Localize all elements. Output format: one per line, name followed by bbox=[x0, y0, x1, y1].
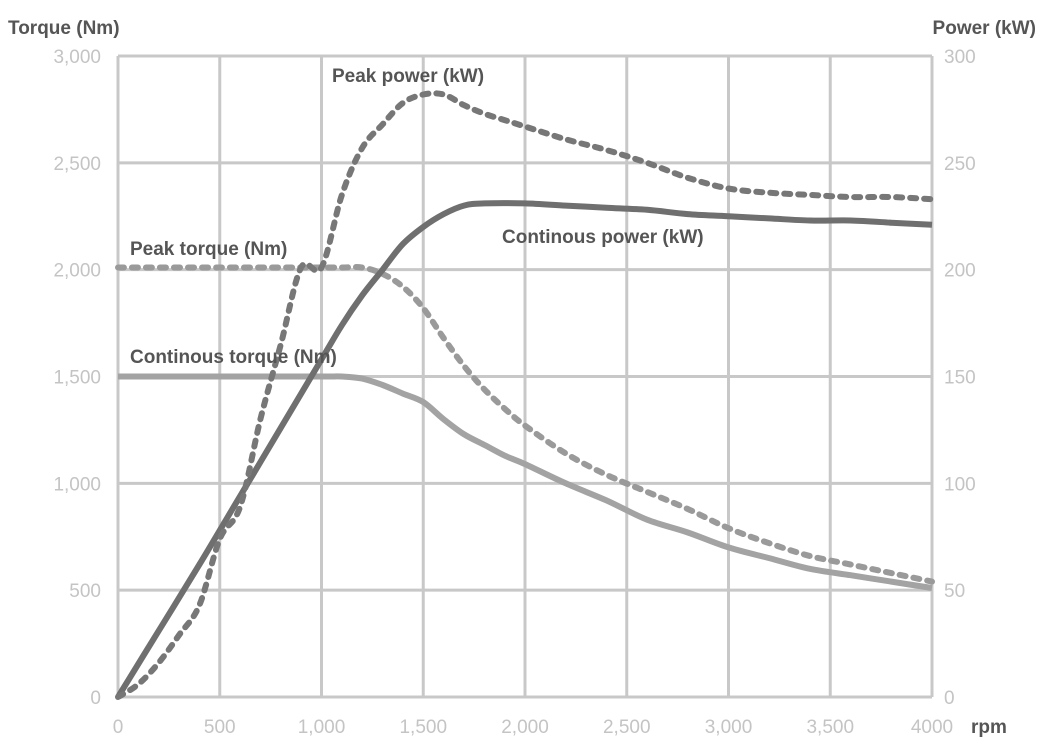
series-line-continous-power-kw bbox=[115, 200, 933, 699]
y-left-tick-label-2: 1,000 bbox=[53, 474, 101, 495]
series-label-peak-torque: Peak torque (Nm) bbox=[130, 239, 287, 260]
x-tick-label-6: 3,000 bbox=[705, 717, 753, 738]
series-label-peak-power: Peak power (kW) bbox=[332, 66, 484, 87]
x-tick-label-3: 1,500 bbox=[399, 717, 447, 738]
x-tick-label-2: 1,000 bbox=[298, 717, 346, 738]
y-right-tick-label-2: 100 bbox=[944, 474, 976, 495]
series-line-peak-torque-nm bbox=[115, 264, 935, 585]
series-line-continous-torque-nm bbox=[118, 373, 933, 591]
y-right-tick-label-0: 0 bbox=[944, 688, 955, 709]
series-label-continous-torque: Continous torque (Nm) bbox=[130, 347, 337, 368]
y-left-tick-label-4: 2,000 bbox=[53, 261, 101, 282]
y-right-tick-label-1: 50 bbox=[944, 581, 965, 602]
y-right-tick-label-4: 200 bbox=[944, 261, 976, 282]
x-tick-label-1: 500 bbox=[204, 717, 236, 738]
y-right-tick-label-3: 150 bbox=[944, 368, 976, 389]
x-tick-label-5: 2,500 bbox=[603, 717, 651, 738]
y-right-tick-label-6: 300 bbox=[944, 47, 976, 68]
y-left-tick-label-5: 2,500 bbox=[53, 154, 101, 175]
series-line-peak-power-kw bbox=[115, 90, 935, 700]
tick-labels: 0 500 1,000 1,500 2,000 2,500 3,000 3,500 400005… bbox=[53, 47, 975, 738]
x-tick-label-8: 4000 bbox=[911, 717, 953, 738]
y-left-tick-label-0: 0 bbox=[90, 688, 101, 709]
y-left-tick-label-1: 500 bbox=[69, 581, 101, 602]
x-tick-label-0: 0 bbox=[113, 717, 124, 738]
series-label-continous-power: Continous power (kW) bbox=[502, 227, 704, 248]
y-right-axis-title: Power (kW) bbox=[933, 18, 1036, 39]
y-left-tick-label-6: 3,000 bbox=[53, 47, 101, 68]
x-tick-label-4: 2,000 bbox=[501, 717, 549, 738]
series-lines bbox=[115, 90, 935, 700]
y-left-axis-title: Torque (Nm) bbox=[8, 18, 120, 39]
x-axis-title: rpm bbox=[971, 717, 1007, 738]
x-tick-label-7: 3,500 bbox=[806, 717, 854, 738]
y-right-tick-label-5: 250 bbox=[944, 154, 976, 175]
y-left-tick-label-3: 1,500 bbox=[53, 368, 101, 389]
grid bbox=[116, 54, 934, 699]
